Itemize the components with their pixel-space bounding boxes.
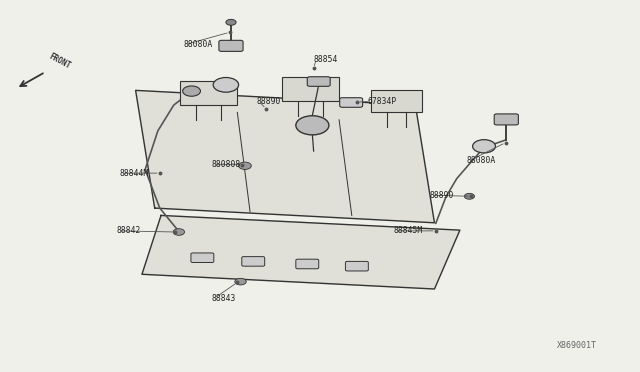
Circle shape [213, 77, 239, 92]
FancyBboxPatch shape [219, 40, 243, 51]
Text: 67834P: 67834P [368, 97, 397, 106]
FancyBboxPatch shape [494, 114, 518, 125]
Circle shape [465, 193, 474, 199]
FancyBboxPatch shape [340, 98, 363, 107]
Circle shape [500, 119, 511, 125]
Text: 88844M: 88844M [120, 169, 149, 177]
Text: 88080A: 88080A [183, 40, 212, 49]
FancyBboxPatch shape [346, 262, 369, 271]
Circle shape [235, 278, 246, 285]
Circle shape [226, 19, 236, 25]
Polygon shape [180, 81, 237, 105]
Text: 88854: 88854 [314, 55, 338, 64]
FancyBboxPatch shape [307, 77, 330, 86]
Circle shape [472, 140, 495, 153]
Text: 880808: 880808 [212, 160, 241, 169]
Text: 88843: 88843 [212, 294, 236, 303]
Circle shape [182, 86, 200, 96]
FancyBboxPatch shape [242, 257, 265, 266]
Polygon shape [282, 77, 339, 102]
Polygon shape [371, 90, 422, 112]
Text: 88890: 88890 [257, 97, 281, 106]
Text: 88842: 88842 [116, 227, 141, 235]
Circle shape [239, 162, 252, 170]
Text: 88845M: 88845M [393, 227, 422, 235]
Text: X869001T: X869001T [557, 341, 596, 350]
Polygon shape [136, 90, 435, 223]
FancyBboxPatch shape [191, 253, 214, 263]
Circle shape [173, 229, 184, 235]
FancyBboxPatch shape [296, 259, 319, 269]
Circle shape [296, 116, 329, 135]
Text: FRONT: FRONT [48, 51, 72, 70]
Text: 88080A: 88080A [467, 157, 495, 166]
Text: 88890: 88890 [429, 191, 454, 200]
Polygon shape [142, 215, 460, 289]
